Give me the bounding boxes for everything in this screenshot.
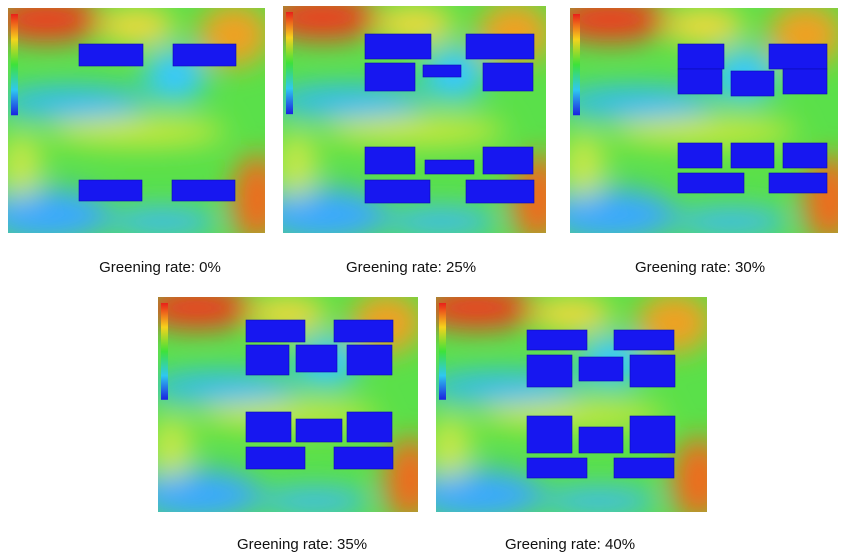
building xyxy=(333,446,394,470)
field-blob xyxy=(570,86,718,119)
field-blob xyxy=(256,488,372,512)
simulation-panel xyxy=(158,297,418,512)
field-blob xyxy=(570,8,670,42)
field-blob xyxy=(610,118,798,146)
simulation-panel xyxy=(283,6,546,233)
field-blob xyxy=(476,402,667,429)
field-blob xyxy=(382,208,499,233)
building xyxy=(422,64,462,78)
building xyxy=(333,319,394,343)
field-blob xyxy=(671,208,790,233)
field-blob xyxy=(97,8,176,44)
building xyxy=(526,415,573,454)
building xyxy=(629,415,676,454)
building xyxy=(171,179,236,202)
field-blob xyxy=(436,297,537,330)
building xyxy=(172,43,237,67)
building xyxy=(482,62,534,92)
building xyxy=(677,43,725,70)
color-bar xyxy=(286,12,293,115)
field-blob xyxy=(231,154,265,233)
field-blob xyxy=(105,208,219,233)
field-blob xyxy=(283,187,389,233)
building xyxy=(295,418,343,443)
field-blob xyxy=(530,297,613,332)
building xyxy=(768,172,828,194)
building xyxy=(465,33,535,60)
field-blob xyxy=(283,6,381,41)
field-blob xyxy=(570,188,678,233)
building xyxy=(730,142,775,169)
building xyxy=(613,457,675,479)
building xyxy=(782,68,828,95)
building xyxy=(677,172,745,194)
field-blob xyxy=(8,8,104,42)
color-bar xyxy=(573,14,580,116)
building xyxy=(578,426,624,454)
simulation-panel xyxy=(436,297,707,512)
field-blob xyxy=(46,118,227,146)
simulation-panel xyxy=(570,8,838,233)
caption: Greening rate: 25% xyxy=(346,259,476,276)
simulation-panel xyxy=(8,8,265,233)
caption: Greening rate: 0% xyxy=(99,259,221,276)
building xyxy=(245,319,306,343)
field-blob xyxy=(158,372,301,403)
field-blob xyxy=(436,415,472,480)
building xyxy=(295,344,338,373)
building xyxy=(526,329,588,351)
field-blob xyxy=(283,130,318,199)
building xyxy=(346,344,393,376)
building xyxy=(482,146,534,175)
color-bar xyxy=(439,303,446,400)
field-blob xyxy=(375,6,454,43)
building xyxy=(78,43,144,67)
field-blob xyxy=(322,117,507,145)
building xyxy=(78,179,143,202)
field-blob xyxy=(570,131,605,200)
color-bar xyxy=(11,14,18,116)
field-blob xyxy=(663,8,745,44)
building xyxy=(677,68,723,95)
building xyxy=(677,142,723,169)
field-blob xyxy=(8,86,150,119)
building xyxy=(613,329,675,351)
field-blobs xyxy=(8,8,265,233)
caption: Greening rate: 30% xyxy=(635,259,765,276)
field-blob xyxy=(436,469,545,512)
building xyxy=(424,159,475,175)
building xyxy=(245,344,290,376)
building xyxy=(465,179,535,204)
building xyxy=(364,179,431,204)
building xyxy=(578,356,624,382)
building xyxy=(364,62,416,92)
building xyxy=(526,457,588,479)
field-blob xyxy=(538,488,659,512)
field-blob xyxy=(8,131,42,200)
building xyxy=(364,33,432,60)
field-blob xyxy=(158,415,192,480)
building xyxy=(629,354,676,388)
caption: Greening rate: 35% xyxy=(237,536,367,553)
building xyxy=(245,411,292,443)
building xyxy=(782,142,828,169)
caption: Greening rate: 40% xyxy=(505,536,635,553)
building xyxy=(364,146,416,175)
field-blob xyxy=(158,297,255,330)
building xyxy=(346,411,393,443)
field-blob xyxy=(283,85,428,118)
field-blob xyxy=(671,436,707,512)
building xyxy=(730,70,775,97)
field-blob xyxy=(158,469,262,512)
color-bar xyxy=(161,303,168,400)
building xyxy=(245,446,306,470)
building xyxy=(526,354,573,388)
building xyxy=(768,43,828,70)
